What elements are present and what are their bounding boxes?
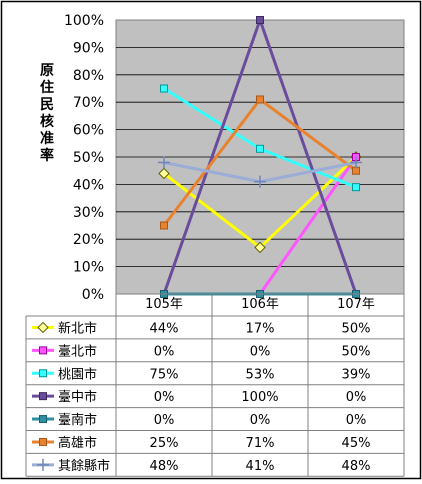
- legend-swatch-marker: [39, 369, 47, 378]
- x-tick-label: 107年: [337, 297, 375, 312]
- legend-swatch-marker: [37, 458, 49, 471]
- x-tick-label: 105年: [145, 297, 183, 312]
- data-label: 50%: [342, 344, 371, 359]
- series-1-point: [254, 241, 266, 254]
- data-label: 53%: [246, 367, 275, 382]
- series-3-point: [160, 84, 168, 93]
- legend-label: 臺南市: [58, 412, 97, 428]
- data-label: 0%: [154, 390, 175, 405]
- data-label: 39%: [342, 367, 371, 382]
- series-7-point: [350, 156, 362, 169]
- data-label: 48%: [342, 459, 371, 474]
- series-6-point: [256, 95, 264, 104]
- data-label: 0%: [154, 344, 175, 359]
- data-label: 45%: [342, 436, 371, 451]
- y-tick-label: 10%: [73, 260, 104, 276]
- data-label: 48%: [150, 459, 179, 474]
- x-tick-label: 106年: [241, 297, 279, 312]
- data-label: 100%: [241, 390, 278, 405]
- data-label: 50%: [342, 321, 371, 336]
- series-7-group: [158, 156, 362, 188]
- y-tick-label: 40%: [73, 177, 104, 193]
- series-4-legend-key: [32, 392, 54, 401]
- series-4-point: [256, 16, 264, 24]
- series-7-legend-key: [32, 458, 54, 471]
- data-label: 0%: [154, 413, 175, 428]
- legend-label: 桃園市: [58, 366, 97, 382]
- y-tick-label: 50%: [73, 150, 104, 166]
- legend-label: 新北市: [58, 320, 97, 336]
- series-7-point: [158, 156, 170, 169]
- y-axis: 0% 10% 20% 30% 40% 50% 60% 70% 80% 90% 100%: [64, 13, 104, 303]
- y-axis-label: 原住民核准率: [40, 63, 54, 164]
- y-tick-label: 0%: [82, 287, 104, 303]
- data-label: 41%: [246, 459, 275, 474]
- series-7-point: [254, 175, 266, 188]
- legend-label: 高雄市: [58, 435, 97, 451]
- y-tick-label: 90%: [73, 40, 104, 56]
- legend-label: 臺北市: [58, 343, 97, 359]
- data-label: 71%: [246, 436, 275, 451]
- data-label: 0%: [346, 390, 367, 405]
- data-label: 25%: [150, 436, 179, 451]
- series-6-point: [160, 221, 168, 230]
- legend-swatch-marker: [37, 321, 49, 334]
- legend-swatch-marker: [39, 392, 47, 401]
- legend-swatch-marker: [39, 346, 47, 355]
- series-5-legend-key: [32, 415, 54, 424]
- data-label: 75%: [150, 367, 179, 382]
- data-label: 0%: [346, 413, 367, 428]
- legend-swatch-marker: [39, 437, 47, 446]
- series-3-legend-key: [32, 369, 54, 378]
- series-1-point: [158, 167, 170, 180]
- series-3-point: [256, 144, 264, 153]
- data-label: 0%: [250, 413, 271, 428]
- legend-label: 其餘縣市: [58, 458, 110, 474]
- series-6-legend-key: [32, 437, 54, 446]
- series-3-group: [160, 84, 360, 192]
- series-1-legend-key: [32, 321, 54, 334]
- series-3-point: [352, 183, 360, 192]
- y-tick-label: 60%: [73, 123, 104, 139]
- y-tick-label: 30%: [73, 205, 104, 221]
- legend-swatch-marker: [39, 415, 47, 424]
- legend-label: 臺中市: [58, 389, 97, 405]
- data-label: 0%: [250, 344, 271, 359]
- data-label: 44%: [150, 321, 179, 336]
- y-tick-label: 20%: [73, 232, 104, 248]
- y-tick-label: 80%: [73, 68, 104, 84]
- data-label: 17%: [246, 321, 275, 336]
- y-tick-label: 70%: [73, 95, 104, 111]
- y-tick-label: 100%: [64, 13, 104, 29]
- series-2-legend-key: [32, 346, 54, 355]
